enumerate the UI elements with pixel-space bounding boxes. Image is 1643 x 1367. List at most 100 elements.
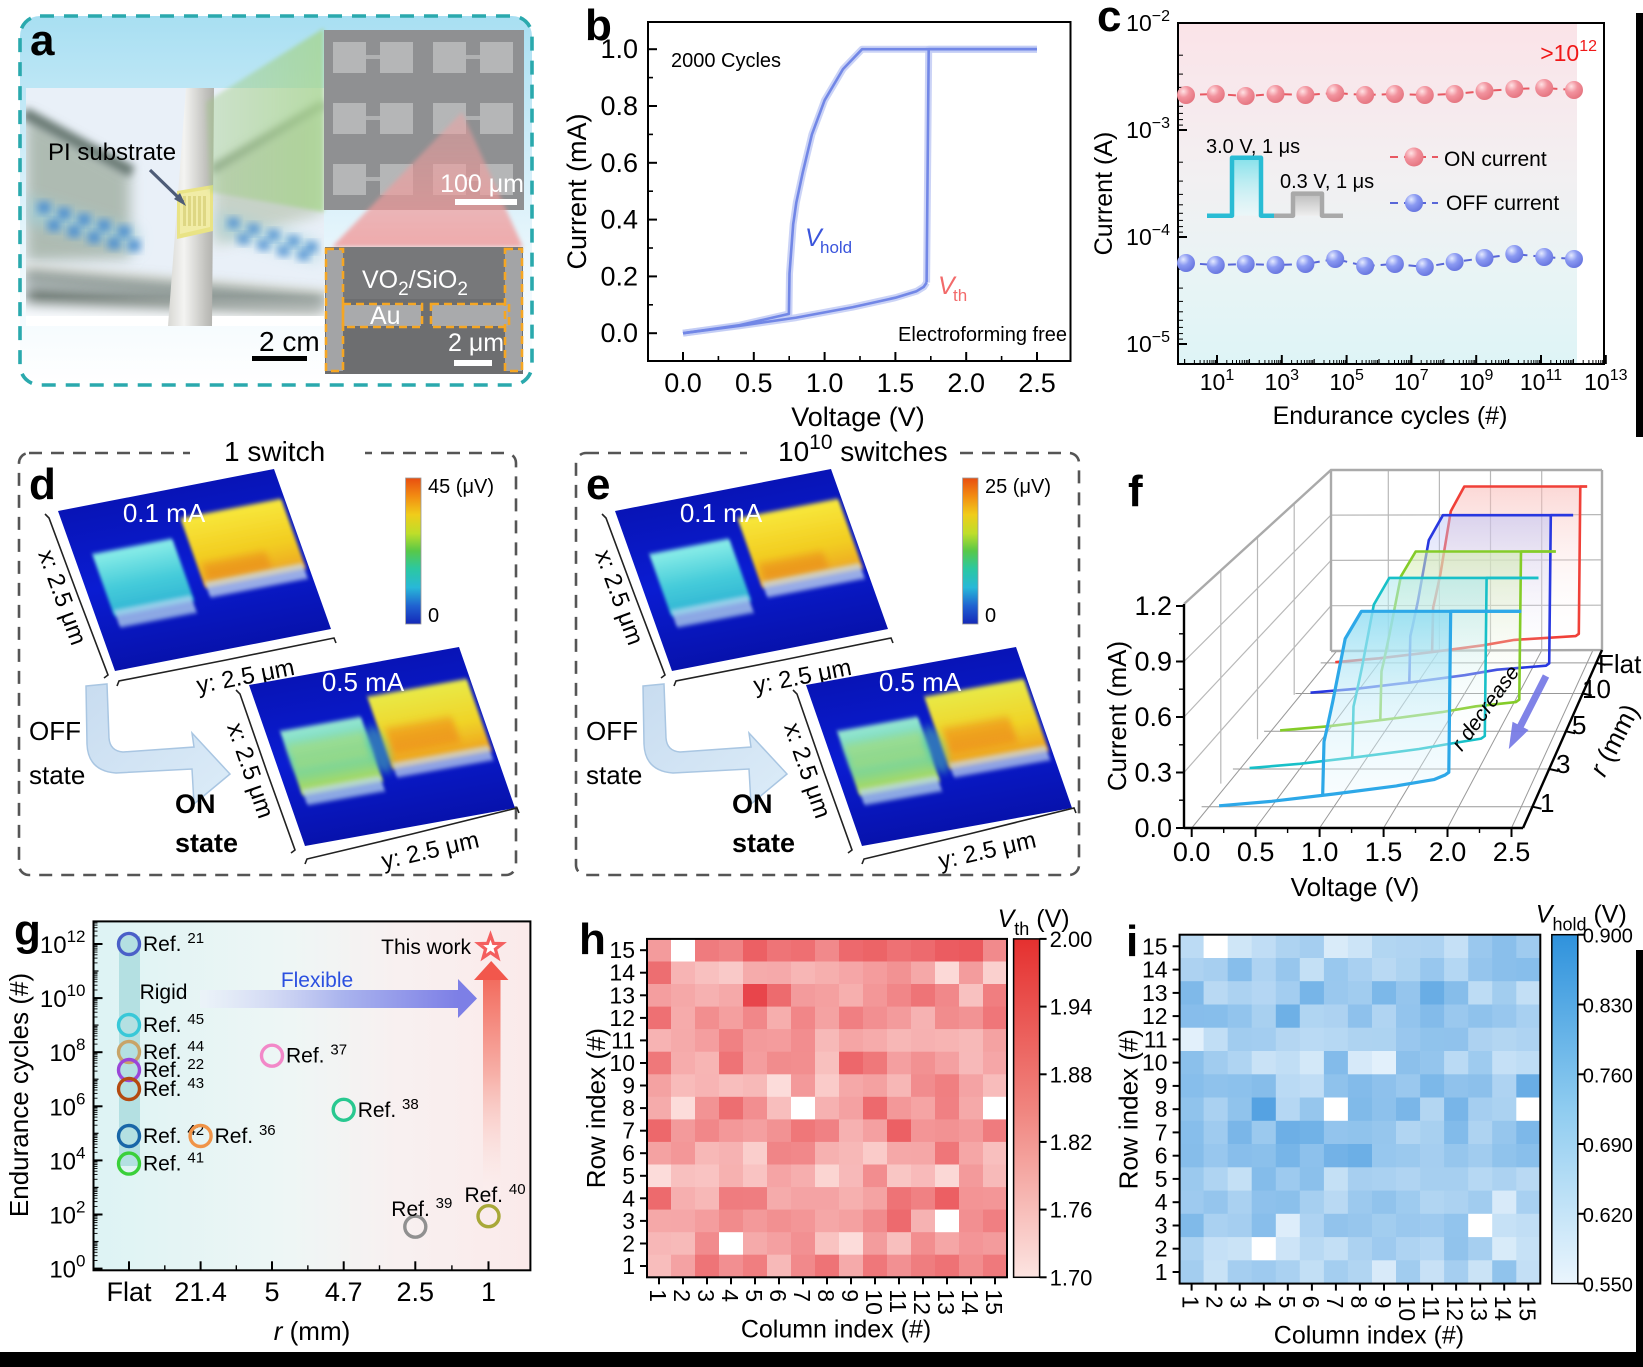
svg-text:15: 15 bbox=[609, 937, 635, 963]
svg-text:2.00: 2.00 bbox=[1050, 927, 1093, 952]
svg-text:0.3 V, 1 μs: 0.3 V, 1 μs bbox=[1280, 171, 1374, 193]
svg-text:0.3: 0.3 bbox=[1134, 758, 1172, 788]
svg-text:1.76: 1.76 bbox=[1050, 1198, 1093, 1223]
svg-text:4: 4 bbox=[1155, 1189, 1168, 1215]
svg-text:1: 1 bbox=[622, 1253, 635, 1279]
svg-text:0.0: 0.0 bbox=[600, 318, 638, 348]
svg-text:1: 1 bbox=[645, 1289, 671, 1302]
svg-text:12: 12 bbox=[1142, 1003, 1168, 1029]
svg-text:9: 9 bbox=[622, 1073, 635, 1099]
svg-text:ON current: ON current bbox=[1444, 148, 1547, 171]
svg-text:1.70: 1.70 bbox=[1050, 1265, 1093, 1290]
svg-text:h: h bbox=[579, 915, 606, 964]
svg-text:7: 7 bbox=[1155, 1119, 1168, 1145]
svg-text:7: 7 bbox=[789, 1289, 815, 1302]
svg-text:2.0: 2.0 bbox=[947, 368, 985, 398]
svg-text:Voltage (V): Voltage (V) bbox=[791, 402, 925, 432]
svg-text:2: 2 bbox=[669, 1289, 695, 1302]
svg-text:21.4: 21.4 bbox=[174, 1277, 227, 1307]
svg-text:0.0: 0.0 bbox=[1134, 813, 1172, 843]
svg-text:0.6: 0.6 bbox=[1134, 702, 1172, 732]
svg-text:3: 3 bbox=[1556, 749, 1570, 779]
svg-text:Column index (#): Column index (#) bbox=[1274, 1322, 1464, 1350]
svg-text:2 μm: 2 μm bbox=[448, 329, 504, 357]
svg-text:state: state bbox=[29, 760, 85, 790]
svg-text:7: 7 bbox=[1322, 1296, 1348, 1309]
svg-text:1010: 1010 bbox=[40, 981, 86, 1013]
svg-text:3: 3 bbox=[1155, 1212, 1168, 1238]
svg-text:14: 14 bbox=[1142, 957, 1168, 983]
svg-text:100 μm: 100 μm bbox=[440, 170, 524, 198]
svg-text:1: 1 bbox=[1178, 1296, 1204, 1309]
svg-text:Ref. 22: Ref. 22 bbox=[143, 1056, 204, 1082]
svg-text:8: 8 bbox=[813, 1289, 839, 1302]
svg-text:e: e bbox=[586, 460, 610, 509]
svg-text:th: th bbox=[953, 286, 967, 305]
svg-text:ON: ON bbox=[732, 789, 773, 819]
svg-text:2 cm: 2 cm bbox=[259, 326, 320, 357]
svg-text:0.690: 0.690 bbox=[1583, 1135, 1633, 1157]
svg-text:Endurance cycles (#): Endurance cycles (#) bbox=[1273, 402, 1508, 430]
svg-text:2.0: 2.0 bbox=[1429, 837, 1467, 867]
svg-text:4: 4 bbox=[717, 1289, 743, 1302]
svg-text:Electroforming free: Electroforming free bbox=[898, 324, 1067, 346]
svg-text:0.5: 0.5 bbox=[1237, 837, 1275, 867]
svg-text:5: 5 bbox=[264, 1277, 279, 1307]
svg-text:10: 10 bbox=[861, 1289, 887, 1315]
svg-text:PI substrate: PI substrate bbox=[48, 139, 176, 166]
svg-text:1.82: 1.82 bbox=[1050, 1130, 1093, 1155]
svg-text:13: 13 bbox=[609, 982, 635, 1008]
svg-text:Endurance cycles (#): Endurance cycles (#) bbox=[4, 973, 34, 1217]
svg-text:15: 15 bbox=[1142, 933, 1168, 959]
svg-text:4: 4 bbox=[622, 1185, 635, 1211]
svg-text:3: 3 bbox=[622, 1208, 635, 1234]
svg-text:2000 Cycles: 2000 Cycles bbox=[671, 50, 781, 72]
svg-text:0.0: 0.0 bbox=[1173, 837, 1211, 867]
svg-text:1.5: 1.5 bbox=[1365, 837, 1403, 867]
svg-text:8: 8 bbox=[622, 1095, 635, 1121]
svg-text:0.2: 0.2 bbox=[600, 261, 638, 291]
svg-text:108: 108 bbox=[49, 1035, 85, 1067]
svg-text:1.0: 1.0 bbox=[806, 368, 844, 398]
svg-text:0.9: 0.9 bbox=[1134, 647, 1172, 677]
svg-text:Current (mA): Current (mA) bbox=[562, 113, 592, 269]
svg-text:10−4: 10−4 bbox=[1126, 222, 1170, 250]
svg-text:6: 6 bbox=[622, 1140, 635, 1166]
svg-text:5: 5 bbox=[622, 1163, 635, 1189]
svg-text:8: 8 bbox=[1346, 1296, 1372, 1309]
svg-text:3: 3 bbox=[693, 1289, 719, 1302]
svg-text:15: 15 bbox=[981, 1289, 1007, 1315]
svg-text:11: 11 bbox=[1144, 1026, 1168, 1052]
svg-text:1.88: 1.88 bbox=[1050, 1062, 1093, 1087]
svg-text:1: 1 bbox=[481, 1277, 496, 1307]
svg-text:1.2: 1.2 bbox=[1134, 591, 1172, 621]
svg-text:0.620: 0.620 bbox=[1583, 1205, 1633, 1227]
svg-text:V: V bbox=[938, 272, 957, 300]
svg-text:45 (μV): 45 (μV) bbox=[428, 476, 494, 498]
svg-text:2.5: 2.5 bbox=[397, 1277, 435, 1307]
svg-text:0.4: 0.4 bbox=[600, 205, 638, 235]
svg-text:1 switch: 1 switch bbox=[224, 436, 325, 467]
svg-text:0.830: 0.830 bbox=[1583, 995, 1633, 1017]
svg-text:state: state bbox=[175, 828, 238, 858]
svg-text:0.1 mA: 0.1 mA bbox=[680, 498, 763, 528]
svg-text:1010 switches: 1010 switches bbox=[778, 431, 948, 467]
svg-text:10: 10 bbox=[1142, 1050, 1168, 1076]
svg-text:state: state bbox=[586, 760, 642, 790]
svg-text:8: 8 bbox=[1155, 1096, 1168, 1122]
svg-text:b: b bbox=[585, 1, 612, 50]
svg-text:14: 14 bbox=[957, 1289, 983, 1315]
svg-text:1.94: 1.94 bbox=[1050, 995, 1093, 1020]
svg-text:Au: Au bbox=[370, 302, 401, 330]
svg-text:12: 12 bbox=[909, 1289, 935, 1315]
svg-text:1: 1 bbox=[1155, 1259, 1168, 1285]
svg-text:OFF: OFF bbox=[29, 716, 81, 746]
svg-text:0.5: 0.5 bbox=[735, 368, 773, 398]
svg-text:Row index (#): Row index (#) bbox=[581, 1028, 611, 1188]
svg-text:0.5 mA: 0.5 mA bbox=[322, 667, 405, 697]
svg-text:r (mm): r (mm) bbox=[274, 1316, 351, 1346]
svg-text:9: 9 bbox=[1370, 1296, 1396, 1309]
svg-text:i: i bbox=[1126, 917, 1138, 966]
svg-text:12: 12 bbox=[609, 1005, 635, 1031]
svg-text:ON: ON bbox=[175, 789, 216, 819]
